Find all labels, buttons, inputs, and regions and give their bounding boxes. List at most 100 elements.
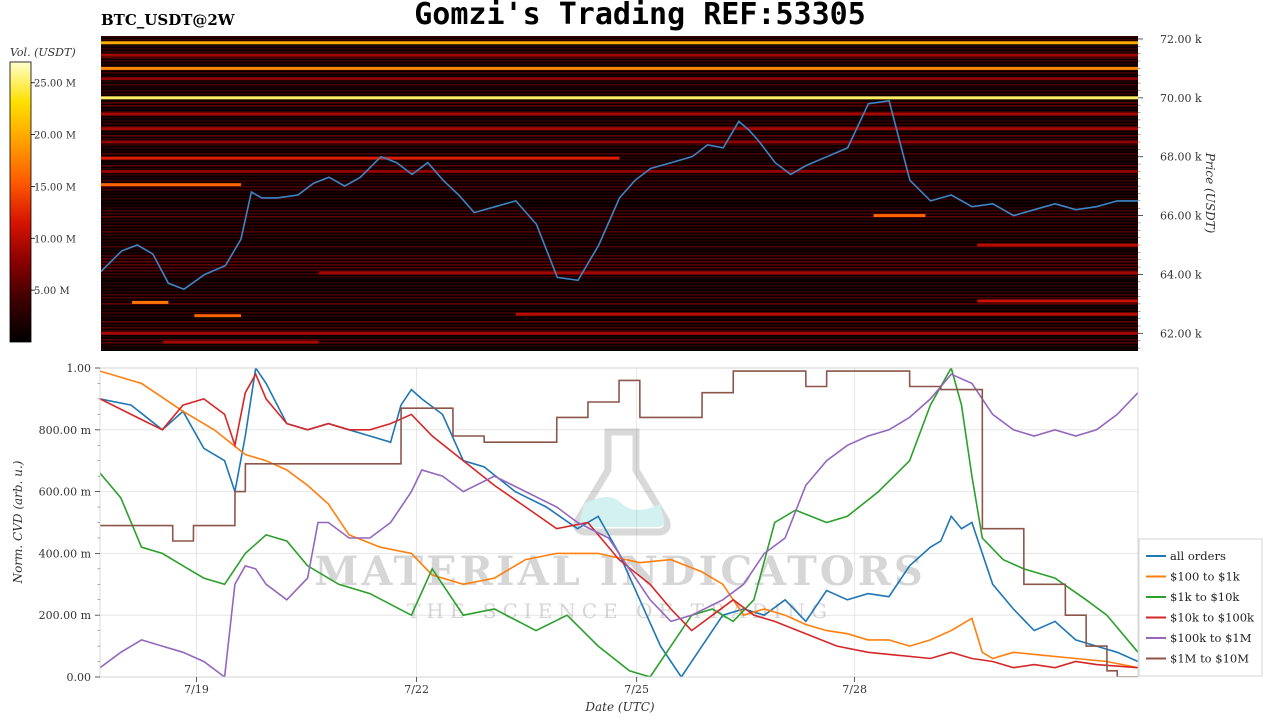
cvd-x-tick-label: 7/19 [184, 683, 209, 696]
heatmap-band [101, 165, 1138, 167]
colorbar-tick-label: 15.00 M [34, 182, 76, 193]
heatmap-band [101, 189, 1138, 191]
heatmap-band [101, 174, 1138, 176]
heatmap-band [101, 309, 1138, 311]
liquidity-level [101, 183, 241, 187]
liquidity-level [873, 214, 926, 218]
colorbar: Vol. (USDT) 5.00 M 10.00 M 15.00 M 20.00 M 2… [9, 46, 76, 343]
cvd-panel: MATERIAL INDICATORS THE SCIENCE OF TRADI… [11, 362, 1139, 714]
heatmap-band [101, 258, 1138, 260]
cvd-y-tick-label: 0.00 [67, 671, 92, 684]
cvd-y-tick-label: 600.00 m [39, 486, 92, 499]
heatmap-band [101, 324, 1138, 326]
heatmap-band [101, 348, 1138, 350]
heatmap-levels [101, 41, 1138, 344]
heatmap-band [101, 336, 1138, 338]
heatmap-band [101, 117, 1138, 119]
heatmap-band [101, 219, 1138, 221]
cvd-series-line [100, 372, 1138, 669]
cvd-y-tick-label: 200.00 m [39, 609, 92, 622]
cvd-y-axis-label: Norm. CVD (arb. u.) [11, 460, 25, 584]
heatmap-band [101, 81, 1138, 83]
heatmap-band [101, 108, 1138, 110]
heatmap-band [101, 303, 1138, 305]
heatmap-band [101, 330, 1138, 332]
cvd-y-tick-label: 800.00 m [39, 424, 92, 437]
price-tick-label: 66.00 k [1160, 210, 1202, 223]
price-axis: 62.00 k 64.00 k 66.00 k 68.00 k 70.00 k 72.00… [1138, 33, 1202, 349]
heatmap-band [101, 282, 1138, 284]
heatmap-band [101, 36, 1138, 38]
liquidity-level [101, 156, 620, 160]
cvd-series-line [100, 370, 1138, 677]
cvd-plot-area [100, 368, 1138, 677]
liquidity-level [977, 243, 1138, 247]
heatmap-band [101, 306, 1138, 308]
heatmap-band [101, 252, 1138, 254]
price-tick-label: 70.00 k [1160, 92, 1202, 105]
liquidity-level [515, 312, 1138, 316]
cvd-y-tick-label: 1.00 [67, 362, 92, 375]
heatmap-band [101, 99, 1138, 101]
heatmap-band [101, 300, 1138, 302]
heatmap-band [101, 255, 1138, 257]
colorbar-gradient [9, 61, 32, 343]
colorbar-ticks: 5.00 M 10.00 M 15.00 M 20.00 M 25.00 M [31, 79, 76, 297]
heatmap-band [101, 132, 1138, 134]
heatmap-band [101, 180, 1138, 182]
legend-label: $1M to $10M [1170, 652, 1249, 666]
colorbar-label: Vol. (USDT) [10, 46, 76, 59]
heatmap-band [101, 93, 1138, 95]
heatmap-band [101, 162, 1138, 164]
heatmap-band [101, 138, 1138, 140]
colorbar-tick-label: 25.00 M [34, 79, 76, 90]
price-tick-label: 64.00 k [1160, 268, 1202, 281]
heatmap-band [101, 90, 1138, 92]
price-tick-label: 68.00 k [1160, 151, 1202, 164]
liquidity-level [101, 140, 1138, 144]
heatmap-band [101, 177, 1138, 179]
cvd-x-tick-label: 7/22 [404, 683, 429, 696]
cvd-series [100, 368, 1138, 677]
heatmap-panel: 62.00 k 64.00 k 66.00 k 68.00 k 70.00 k 72.00… [101, 33, 1217, 351]
heatmap-band [101, 321, 1138, 323]
legend-items: all orders $100 to $1k $1k to $10k $10k to … [1146, 549, 1255, 666]
heatmap-band [101, 345, 1138, 347]
heatmap-band [101, 186, 1138, 188]
heatmap-band [101, 270, 1138, 272]
heatmap-band [101, 279, 1138, 281]
colorbar-tick-label: 20.00 M [34, 131, 76, 142]
heatmap-band [101, 231, 1138, 233]
liquidity-level [101, 127, 1138, 131]
liquidity-level [101, 77, 1138, 81]
legend-label: $100k to $1M [1170, 631, 1252, 645]
heatmap-band [101, 237, 1138, 239]
liquidity-level [101, 96, 1138, 100]
legend: all orders $100 to $1k $1k to $10k $10k to … [1138, 538, 1263, 677]
heatmap-band [101, 315, 1138, 317]
legend-label: all orders [1170, 549, 1226, 563]
heatmap-band [101, 210, 1138, 212]
cvd-series-line [100, 370, 1138, 669]
heatmap-band [101, 105, 1138, 107]
heatmap-band [101, 72, 1138, 74]
heatmap-band [101, 318, 1138, 320]
cvd-x-tick-label: 7/25 [624, 683, 649, 696]
heatmap-band [101, 147, 1138, 149]
heatmap-band [101, 207, 1138, 209]
heatmap-band [101, 111, 1138, 113]
heatmap-band [101, 267, 1138, 269]
heatmap-band [101, 168, 1138, 170]
liquidity-level [101, 112, 1138, 116]
heatmap-band [101, 261, 1138, 263]
liquidity-level [132, 300, 169, 304]
heatmap-band [101, 87, 1138, 89]
liquidity-level [101, 169, 1138, 173]
heatmap-band [101, 228, 1138, 230]
colorbar-tick-label: 10.00 M [34, 234, 76, 245]
heatmap-band [101, 249, 1138, 251]
heatmap-band [101, 150, 1138, 152]
heatmap-band [101, 126, 1138, 128]
heatmap-band [101, 192, 1138, 194]
